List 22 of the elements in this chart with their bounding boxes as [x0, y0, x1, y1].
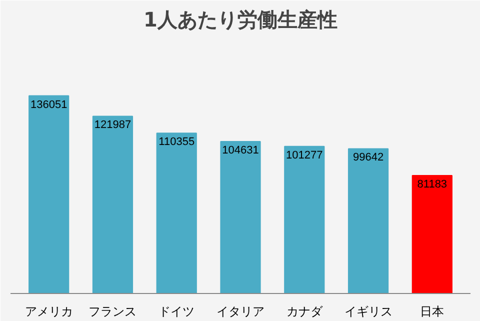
x-tick-label: ドイツ	[158, 304, 195, 318]
data-label: 121987	[94, 119, 132, 132]
chart-title: 1人あたり労働生産性	[144, 8, 338, 32]
bar	[284, 146, 325, 294]
bar	[220, 140, 261, 294]
data-label: 99642	[352, 152, 384, 164]
data-label: 101277	[286, 149, 323, 162]
data-label: 110355	[158, 136, 195, 148]
x-tick-label: アメリカ	[24, 304, 73, 318]
bar	[28, 95, 70, 294]
x-tick-label: イタリア	[216, 304, 264, 318]
bar	[348, 148, 389, 294]
bar	[92, 116, 134, 294]
x-tick-label: イギリス	[344, 304, 392, 318]
x-tick-label: 日本	[420, 304, 444, 318]
bar	[156, 132, 197, 294]
x-tick-label: フランス	[88, 304, 137, 318]
x-tick-label: カナダ	[286, 304, 324, 318]
data-label: 104631	[222, 144, 259, 156]
bar	[412, 175, 452, 294]
data-label: 136051	[30, 98, 68, 111]
data-label: 81183	[417, 178, 448, 191]
